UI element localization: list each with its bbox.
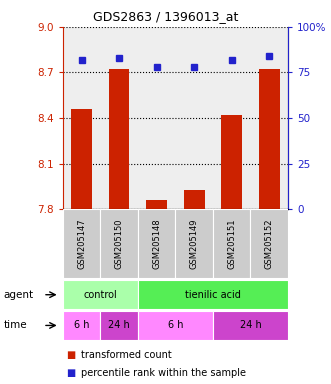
Text: 24 h: 24 h [240,320,261,331]
Text: GSM205152: GSM205152 [265,218,274,269]
Bar [63,311,100,340]
Bar [138,209,175,278]
Bar [63,280,138,309]
Bar [221,115,242,209]
Bar [71,109,92,209]
Text: 24 h: 24 h [108,320,130,331]
Bar [63,209,100,278]
Bar [100,209,138,278]
Text: ■: ■ [66,368,75,378]
Bar [213,311,288,340]
Text: transformed count: transformed count [81,350,172,360]
Text: GSM205150: GSM205150 [115,218,124,269]
Bar [146,200,167,209]
Bar [138,311,213,340]
Text: ■: ■ [66,350,75,360]
Text: 6 h: 6 h [168,320,183,331]
Bar [175,209,213,278]
Text: GSM205149: GSM205149 [190,218,199,269]
Text: percentile rank within the sample: percentile rank within the sample [81,368,246,378]
Text: 6 h: 6 h [74,320,89,331]
Text: GSM205147: GSM205147 [77,218,86,269]
Text: tienilic acid: tienilic acid [185,290,241,300]
Text: GSM205148: GSM205148 [152,218,161,269]
Text: agent: agent [3,290,33,300]
Text: control: control [83,290,117,300]
Bar [184,190,205,209]
Bar [138,280,288,309]
Bar [109,70,129,209]
Bar [259,70,279,209]
Bar [100,311,138,340]
Text: time: time [3,320,27,331]
Bar [213,209,251,278]
Text: GDS2863 / 1396013_at: GDS2863 / 1396013_at [93,10,238,23]
Bar [251,209,288,278]
Text: GSM205151: GSM205151 [227,218,236,269]
